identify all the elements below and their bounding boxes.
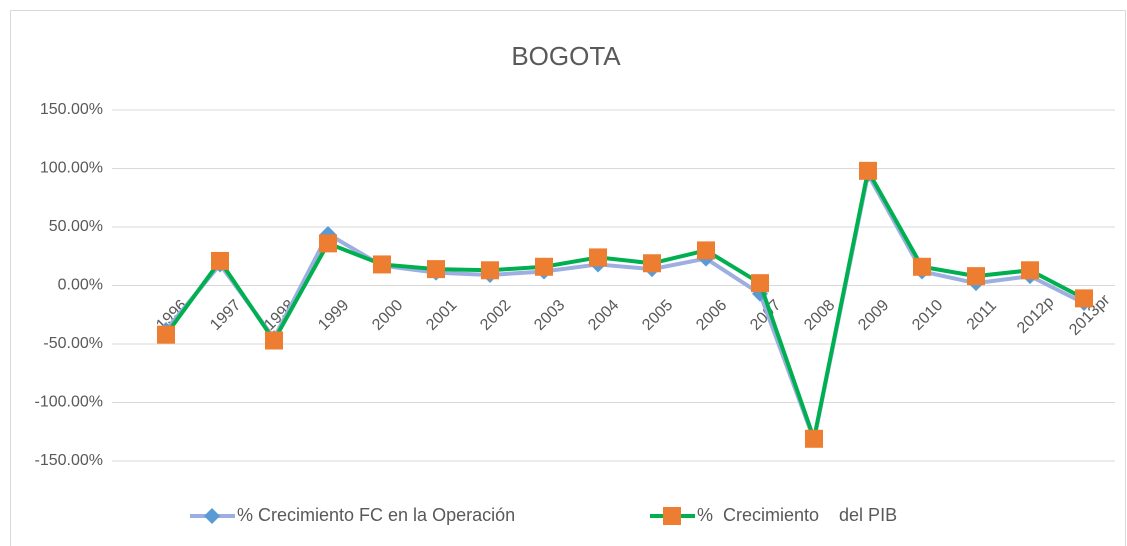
y-tick-label: 0.00% [58, 277, 103, 294]
marker [643, 254, 661, 273]
chart-title: BOGOTA [511, 41, 621, 71]
y-tick-label: 50.00% [49, 218, 103, 235]
marker [589, 248, 607, 267]
marker [967, 267, 985, 286]
marker [535, 257, 553, 276]
marker [1021, 261, 1039, 280]
y-tick-label: 100.00% [40, 160, 103, 177]
marker [427, 260, 445, 279]
marker [751, 274, 769, 293]
legend-marker [663, 507, 681, 525]
y-tick-label: 150.00% [40, 101, 103, 118]
marker [211, 251, 229, 270]
y-tick-label: -50.00% [43, 335, 103, 352]
marker [913, 257, 931, 276]
marker [319, 234, 337, 253]
chart-frame [10, 10, 1126, 546]
marker [859, 161, 877, 180]
marker [1075, 289, 1093, 308]
marker [265, 331, 283, 350]
marker [805, 429, 823, 448]
marker [157, 325, 175, 344]
y-tick-label: -100.00% [35, 394, 104, 411]
legend-label: % Crecimiento FC en la Operación [237, 505, 515, 525]
marker [373, 255, 391, 274]
y-tick-label: -150.00% [35, 452, 104, 469]
legend-label: % Crecimiento del PIB [697, 505, 897, 525]
legend-marker [204, 508, 220, 524]
marker [481, 261, 499, 280]
marker [697, 241, 715, 260]
